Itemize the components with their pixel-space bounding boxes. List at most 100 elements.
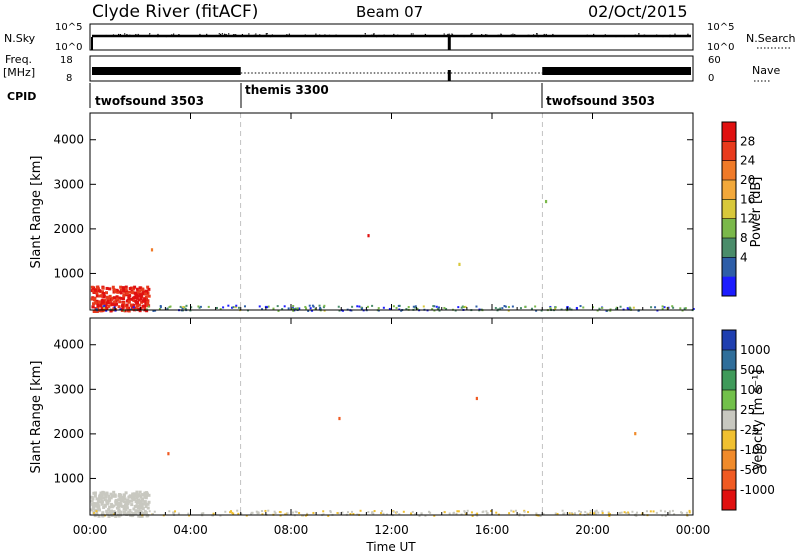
nsky-dot: [424, 33, 426, 36]
data-cell: [224, 510, 227, 513]
nsky-dot: [221, 33, 224, 35]
data-cell: [185, 304, 188, 307]
nsky-dot: [514, 34, 516, 36]
nsky-dot: [112, 34, 115, 36]
nsky-dot: [248, 33, 250, 35]
data-cell: [132, 497, 136, 501]
data-cell: [103, 504, 107, 508]
data-cell: [122, 510, 126, 514]
data-cell: [121, 304, 125, 308]
data-cell: [127, 300, 131, 304]
data-cell: [100, 501, 104, 505]
nsky-dot: [266, 33, 268, 35]
data-cell: [692, 307, 695, 310]
nsky-dot: [505, 35, 508, 38]
data-cell: [102, 505, 106, 509]
nsky-dot: [178, 34, 180, 36]
data-cell: [377, 309, 380, 312]
freq-panel: Freq. [MHz] 18 8 60 0 Nave: [3, 53, 780, 84]
nsky-dot: [689, 35, 691, 37]
data-cell: [457, 306, 460, 309]
colorbar-tick-label: -25: [740, 423, 760, 437]
power-colorbar-label: Power [dB]: [749, 177, 764, 248]
data-cell: [90, 495, 94, 499]
data-cell: [523, 510, 526, 513]
velocity-y-axis: 4000 3000 2000 1000: [53, 338, 693, 485]
data-cell: [594, 512, 597, 515]
data-cell: [507, 309, 510, 312]
power-heatmap: [90, 113, 695, 313]
data-cell: [135, 490, 139, 494]
nsky-dot: [471, 33, 473, 35]
data-cell: [202, 512, 205, 515]
data-cell: [632, 306, 635, 309]
data-cell: [544, 199, 548, 204]
data-cell: [107, 494, 111, 498]
data-cell: [166, 307, 169, 310]
data-cell: [137, 298, 141, 302]
data-cell: [356, 305, 359, 308]
power-ylabel: Slant Range [km]: [29, 156, 44, 269]
data-cell: [136, 301, 140, 305]
data-cell: [212, 512, 215, 515]
data-cell: [609, 309, 612, 312]
data-cell: [627, 512, 630, 515]
nsky-dot: [304, 34, 306, 36]
data-cell: [94, 504, 98, 508]
colorbar-frame: [721, 121, 737, 297]
data-cell: [349, 512, 352, 515]
data-cell: [411, 510, 414, 513]
data-cell: [147, 287, 151, 291]
data-cell: [608, 514, 611, 517]
data-cell: [465, 512, 468, 515]
data-cell: [97, 505, 101, 509]
nsky-dot: [372, 33, 375, 35]
nsky-dot: [255, 33, 257, 35]
data-cell: [358, 305, 361, 308]
data-cell: [114, 514, 118, 518]
data-cell: [414, 305, 417, 308]
data-cell: [304, 514, 307, 517]
freq-tick-top: 18: [60, 55, 73, 66]
data-cell: [476, 514, 479, 517]
data-cell: [463, 511, 466, 514]
data-cell: [107, 499, 111, 503]
data-cell: [672, 306, 675, 309]
data-cell: [151, 513, 154, 516]
data-cell: [681, 511, 684, 514]
nsky-dot: [157, 35, 159, 38]
data-cell: [337, 305, 340, 308]
data-cell: [112, 490, 116, 494]
data-cell: [445, 307, 448, 310]
data-cell: [227, 304, 230, 307]
colorbar-frame: [721, 329, 737, 511]
nsky-dot: [674, 33, 676, 35]
nsky-dot: [463, 35, 465, 38]
data-cell: [135, 307, 139, 311]
data-cell: [561, 509, 564, 512]
data-cell: [554, 306, 557, 309]
nsky-dot: [172, 35, 174, 37]
data-cell: [159, 306, 162, 309]
data-cell: [680, 511, 683, 514]
nsky-dot: [299, 35, 301, 37]
nsky-dot: [634, 34, 636, 36]
nsky-dot: [486, 34, 488, 36]
data-cell: [279, 511, 282, 514]
nsky-dot: [623, 35, 625, 38]
data-cell: [338, 416, 341, 421]
data-cell: [91, 497, 95, 501]
data-cell: [115, 502, 119, 506]
data-cell: [122, 304, 126, 308]
data-cell: [92, 287, 96, 291]
nsearch-tick-bottom: 10^0: [707, 42, 734, 53]
colorbar-swatch: [722, 430, 736, 451]
data-cell: [261, 513, 264, 516]
nave-label: Nave: [752, 64, 780, 77]
nsky-dot: [364, 33, 366, 35]
nsky-dot: [602, 35, 604, 38]
data-cell: [125, 306, 129, 310]
freq-label-line1: Freq.: [5, 53, 32, 66]
data-cell: [454, 309, 457, 312]
